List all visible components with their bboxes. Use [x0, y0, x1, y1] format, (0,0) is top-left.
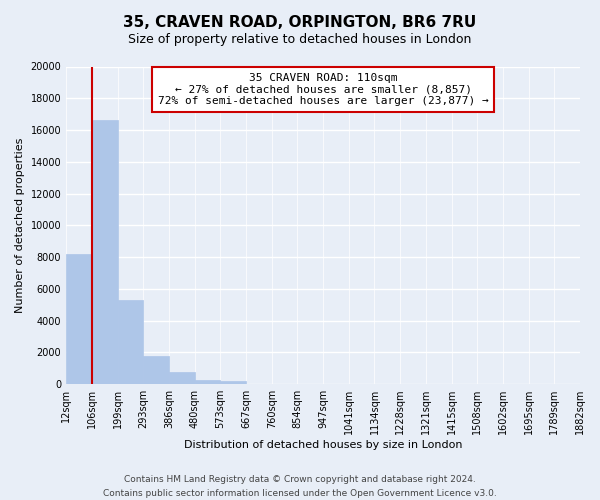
Text: Contains HM Land Registry data © Crown copyright and database right 2024.
Contai: Contains HM Land Registry data © Crown c… [103, 476, 497, 498]
Bar [66, 254, 92, 384]
Bar [220, 381, 246, 384]
X-axis label: Distribution of detached houses by size in London: Distribution of detached houses by size … [184, 440, 463, 450]
Text: Size of property relative to detached houses in London: Size of property relative to detached ho… [128, 32, 472, 46]
Bar [118, 300, 143, 384]
Bar [143, 356, 169, 384]
Bar [169, 372, 194, 384]
Bar [92, 120, 118, 384]
Text: 35 CRAVEN ROAD: 110sqm
← 27% of detached houses are smaller (8,857)
72% of semi-: 35 CRAVEN ROAD: 110sqm ← 27% of detached… [158, 73, 488, 106]
Text: 35, CRAVEN ROAD, ORPINGTON, BR6 7RU: 35, CRAVEN ROAD, ORPINGTON, BR6 7RU [124, 15, 476, 30]
Y-axis label: Number of detached properties: Number of detached properties [15, 138, 25, 313]
Bar [194, 380, 220, 384]
